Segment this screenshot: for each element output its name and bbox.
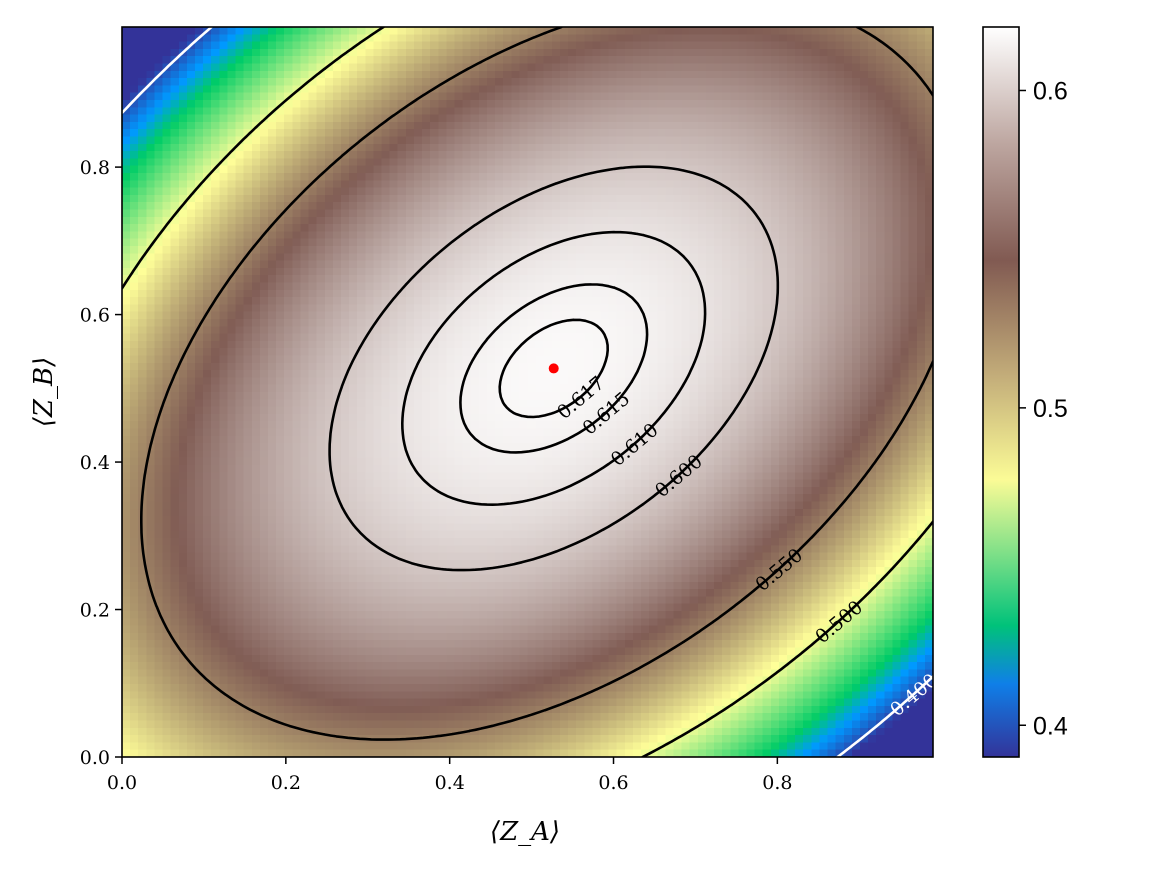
colorbar-tick-label: 0.4	[1033, 712, 1068, 740]
x-tick-label: 0.8	[762, 772, 792, 794]
contour-line-0.550	[140, 27, 933, 741]
colorbar-tick-label: 0.5	[1033, 395, 1068, 423]
x-tick-label: 0.4	[435, 772, 465, 794]
contour-line-0.610	[401, 230, 707, 506]
plot-frame	[121, 26, 934, 758]
x-axis-label: ⟨Z_A⟩	[490, 817, 560, 847]
x-tick-label: 0.2	[271, 772, 301, 794]
y-tick-label: 0.6	[80, 305, 110, 327]
colorbar-ticks: 0.4 0.5 0.6	[1019, 77, 1068, 740]
y-tick-label: 0.2	[80, 600, 110, 622]
x-axis: 0.0 0.2 0.4 0.6 0.8	[107, 757, 792, 794]
y-axis: 0.0 0.2 0.4 0.6 0.8	[80, 157, 122, 769]
contour-line-0.600	[328, 165, 780, 572]
y-tick-label: 0.0	[80, 747, 110, 769]
heatmap-image	[122, 27, 933, 757]
colorbar-gradient	[982, 26, 1020, 758]
colorbar: 0.4 0.5 0.6	[982, 26, 1068, 758]
contour-line-0.400	[122, 27, 933, 757]
colorbar-tick-label: 0.6	[1033, 77, 1068, 105]
contour-lines	[122, 27, 933, 757]
maximum-point-marker	[548, 363, 559, 374]
y-tick-label: 0.8	[80, 157, 110, 179]
x-tick-label: 0.6	[598, 772, 628, 794]
contour-line-0.617	[498, 318, 609, 419]
x-tick-label: 0.0	[107, 772, 137, 794]
y-tick-label: 0.4	[80, 452, 110, 474]
contour-line-0.615	[459, 283, 649, 454]
y-axis-label: ⟨Z_B⟩	[29, 357, 59, 427]
